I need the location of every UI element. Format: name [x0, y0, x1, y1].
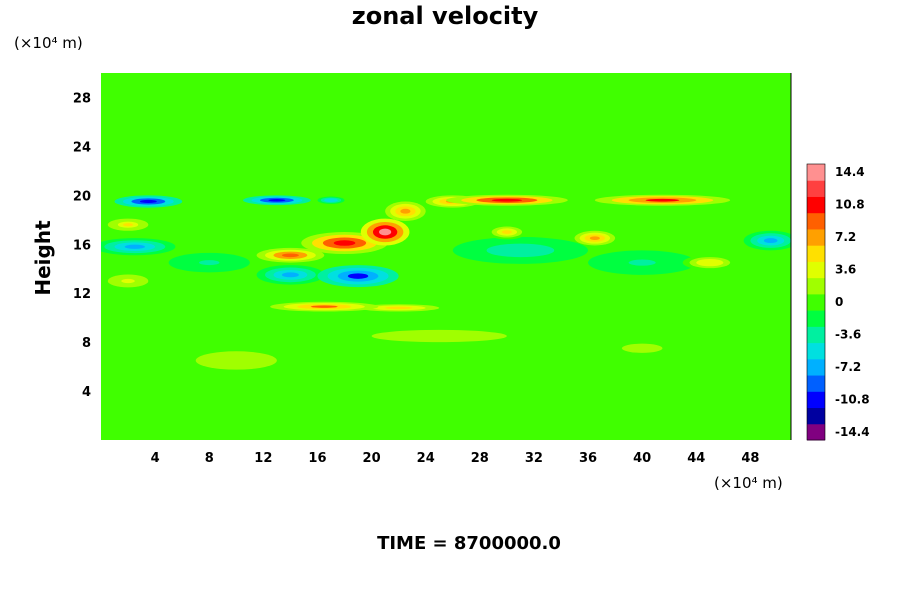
y-axis-label: Height — [31, 220, 55, 296]
heatmap-feature — [347, 273, 369, 279]
heatmap-feature — [216, 355, 257, 366]
colorbar-segment — [807, 358, 825, 376]
colorbar-segment — [807, 326, 825, 344]
colorbar-segment — [807, 375, 825, 392]
heatmap-feature — [327, 199, 335, 202]
colorbar-tick-label: 7.2 — [835, 230, 856, 244]
x-tick-label: 16 — [308, 451, 326, 466]
heatmap-feature — [628, 259, 656, 266]
heatmap-feature — [501, 230, 512, 234]
x-tick-label: 48 — [741, 451, 759, 466]
x-tick-label: 28 — [471, 451, 489, 466]
colorbar-border — [806, 163, 826, 441]
heatmap-feature — [503, 247, 538, 254]
heatmap-field — [101, 194, 791, 379]
heatmap-feature — [621, 343, 663, 353]
heatmap-feature — [400, 208, 411, 214]
heatmap-feature — [645, 198, 680, 202]
y-axis-unit: (×10⁴ m) — [14, 34, 83, 52]
chart-title: zonal velocity — [352, 2, 539, 30]
colorbar-tick-label: 10.8 — [835, 198, 865, 212]
colorbar-tick-label: -7.2 — [835, 360, 861, 374]
x-tick-label: 36 — [579, 451, 597, 466]
y-tick-label: 20 — [73, 189, 91, 204]
x-tick-label: 40 — [633, 451, 651, 466]
x-tick-label: 20 — [363, 451, 381, 466]
colorbar-tick-label: -3.6 — [835, 327, 861, 341]
heatmap-feature — [703, 260, 717, 265]
colorbar-segment — [807, 228, 825, 246]
colorbar-tick-label: 14.4 — [835, 165, 865, 179]
colorbar-segment — [807, 407, 825, 425]
colorbar — [806, 163, 826, 441]
heatmap-feature — [281, 272, 299, 278]
time-label: TIME = 8700000.0 — [377, 533, 561, 554]
colorbar-segment — [807, 310, 825, 327]
colorbar-segment — [807, 196, 825, 214]
heatmap-feature — [333, 240, 356, 246]
colorbar-tick-label: -10.8 — [835, 392, 870, 406]
x-tick-label: 12 — [254, 451, 272, 466]
colorbar-segment — [807, 342, 825, 360]
y-tick-label: 28 — [73, 91, 91, 106]
heatmap-feature — [763, 238, 778, 244]
x-tick-label: 4 — [151, 451, 160, 466]
y-tick-label: 24 — [73, 140, 91, 155]
heatmap-feature — [491, 198, 523, 202]
colorbar-segment — [807, 277, 825, 295]
heatmap-feature — [379, 228, 392, 236]
colorbar-segment — [807, 180, 825, 197]
heatmap-feature — [589, 236, 600, 240]
colorbar-segment — [807, 164, 825, 181]
y-axis-ticks: 4 8 12 16 20 24 28 — [73, 91, 91, 400]
x-axis-unit: (×10⁴ m) — [714, 474, 783, 492]
heatmap-feature — [385, 306, 413, 310]
x-axis-ticks: 4 8 12 16 20 24 28 32 36 40 44 48 — [151, 451, 760, 466]
colorbar-tick-label: -14.4 — [835, 425, 870, 439]
y-tick-label: 16 — [73, 238, 91, 253]
heatmap-feature — [124, 244, 145, 249]
colorbar-segment — [807, 245, 825, 262]
heatmap-feature — [371, 329, 507, 343]
heatmap-feature — [281, 253, 299, 258]
heatmap-feature — [199, 260, 220, 266]
colorbar-segment — [807, 261, 825, 279]
x-tick-label: 44 — [687, 451, 705, 466]
y-tick-label: 4 — [82, 385, 91, 400]
y-tick-label: 12 — [73, 287, 91, 302]
colorbar-segment — [807, 391, 825, 409]
colorbar-tick-label: 3.6 — [835, 263, 856, 277]
heatmap-feature — [310, 305, 338, 308]
heatmap-feature — [139, 199, 157, 203]
heatmap-feature — [121, 278, 135, 284]
heatmap-feature — [268, 199, 286, 202]
x-tick-label: 8 — [205, 451, 214, 466]
colorbar-ticks: 14.4 10.8 7.2 3.6 0 -3.6 -7.2 -10.8 -14.4 — [835, 165, 870, 439]
y-tick-label: 8 — [82, 336, 91, 351]
heatmap-feature — [122, 223, 134, 227]
colorbar-segment — [807, 212, 825, 230]
colorbar-segment — [807, 293, 825, 311]
colorbar-tick-label: 0 — [835, 295, 843, 309]
x-tick-label: 32 — [525, 451, 543, 466]
x-tick-label: 24 — [417, 451, 435, 466]
colorbar-segment — [807, 423, 825, 441]
